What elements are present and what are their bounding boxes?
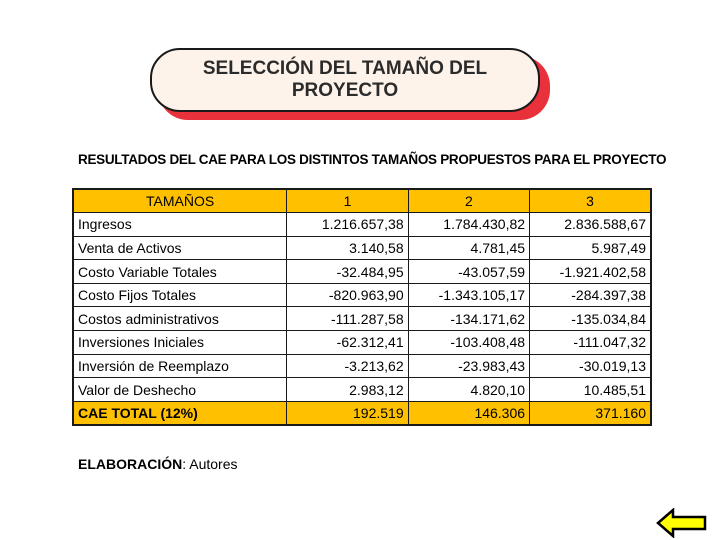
page-title: SELECCIÓN DEL TAMAÑO DEL PROYECTO: [175, 58, 515, 102]
source-label: ELABORACIÓN: [78, 456, 183, 472]
row-value: -111.287,58: [286, 306, 409, 332]
row-label: Valor de Deshecho: [72, 377, 288, 402]
cae-results-table: TAMAÑOS 1 2 3 Ingresos 1.216.657,38 1.78…: [72, 188, 652, 426]
header-size-3: 3: [529, 188, 652, 214]
row-value: -43.057,59: [407, 259, 531, 284]
total-value: 146.306: [407, 400, 531, 426]
row-value: 1.216.657,38: [286, 212, 409, 237]
row-label: Inversión de Reemplazo: [72, 353, 288, 379]
row-label: Inversiones Iniciales: [72, 330, 288, 355]
row-value: -1.921.402,58: [529, 259, 652, 284]
table-row: Inversiones Iniciales -62.312,41 -103.40…: [72, 330, 652, 355]
table-row: Costos administrativos -111.287,58 -134.…: [72, 306, 652, 332]
left-arrow-icon[interactable]: [656, 508, 708, 538]
row-value: -23.983,43: [407, 353, 531, 379]
row-value: 1.784.430,82: [407, 212, 531, 237]
row-value: -3.213,62: [286, 353, 409, 379]
row-label: Ingresos: [72, 212, 288, 237]
table-row: Costo Fijos Totales -820.963,90 -1.343.1…: [72, 282, 652, 308]
header-size-1: 1: [286, 188, 409, 214]
total-row: CAE TOTAL (12%) 192.519 146.306 371.160: [72, 400, 652, 426]
row-value: 10.485,51: [529, 377, 652, 402]
header-size-2: 2: [407, 188, 531, 214]
row-value: -32.484,95: [286, 259, 409, 284]
table-row: Ingresos 1.216.657,38 1.784.430,82 2.836…: [72, 212, 652, 237]
row-value: 2.983,12: [286, 377, 409, 402]
row-value: -1.343.105,17: [407, 282, 531, 308]
header-sizes: TAMAÑOS: [72, 188, 288, 214]
title-line-2: PROYECTO: [291, 80, 399, 101]
row-value: -30.019,13: [529, 353, 652, 379]
table-caption: RESULTADOS DEL CAE PARA LOS DISTINTOS TA…: [78, 152, 667, 167]
table-row: Costo Variable Totales -32.484,95 -43.05…: [72, 259, 652, 284]
row-value: -111.047,32: [529, 330, 652, 355]
row-value: -103.408,48: [407, 330, 531, 355]
source-note: ELABORACIÓN: Autores: [78, 456, 238, 472]
table-row: Inversión de Reemplazo -3.213,62 -23.983…: [72, 353, 652, 379]
title-line-1: SELECCIÓN DEL TAMAÑO DEL: [202, 58, 488, 79]
row-label: Costo Variable Totales: [72, 259, 288, 284]
row-value: -820.963,90: [286, 282, 409, 308]
row-value: -134.171,62: [407, 306, 531, 332]
row-value: 3.140,58: [286, 235, 409, 261]
row-label: Venta de Activos: [72, 235, 288, 261]
table-row: Valor de Deshecho 2.983,12 4.820,10 10.4…: [72, 377, 652, 402]
row-value: 2.836.588,67: [529, 212, 652, 237]
source-value: : Autores: [182, 456, 238, 472]
table-header-row: TAMAÑOS 1 2 3: [72, 188, 652, 214]
row-value: -284.397,38: [529, 282, 652, 308]
total-value: 192.519: [286, 400, 409, 426]
row-value: -135.034,84: [529, 306, 652, 332]
title-banner: SELECCIÓN DEL TAMAÑO DEL PROYECTO: [150, 48, 540, 112]
row-value: 5.987,49: [529, 235, 652, 261]
row-value: 4.781,45: [407, 235, 531, 261]
row-label: Costo Fijos Totales: [72, 282, 288, 308]
row-value: 4.820,10: [407, 377, 531, 402]
total-label: CAE TOTAL (12%): [72, 400, 288, 426]
row-label: Costos administrativos: [72, 306, 288, 332]
table-row: Venta de Activos 3.140,58 4.781,45 5.987…: [72, 235, 652, 261]
total-value: 371.160: [529, 400, 652, 426]
row-value: -62.312,41: [286, 330, 409, 355]
